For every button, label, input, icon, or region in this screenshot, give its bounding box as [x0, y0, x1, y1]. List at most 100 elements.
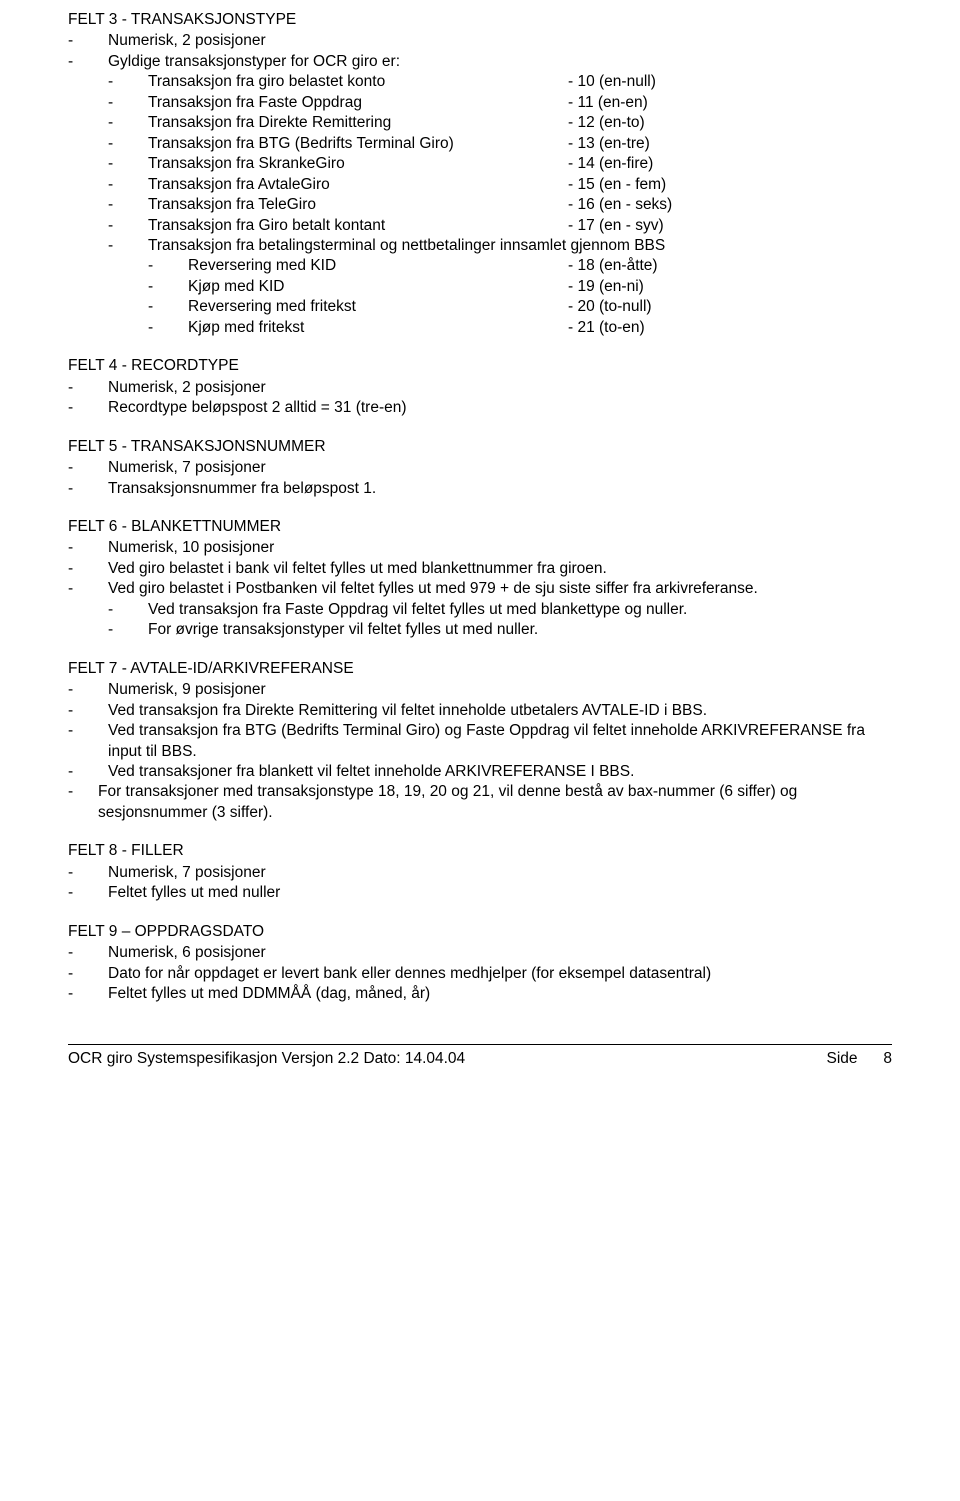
footer-side-label: Side — [827, 1050, 858, 1067]
dash-bullet: - — [68, 378, 108, 398]
dash-bullet: - — [68, 579, 108, 599]
pair-left: Transaksjon fra Giro betalt kontant — [148, 216, 568, 236]
dash-bullet: - — [68, 984, 108, 1004]
text: Numerisk, 7 posisjoner — [108, 863, 266, 883]
list-item: -Ved transaksjoner fra blankett vil felt… — [68, 762, 892, 782]
list-item: -Ved transaksjon fra Direkte Remittering… — [68, 701, 892, 721]
list-item: -Numerisk, 6 posisjoner — [68, 943, 892, 963]
dash-bullet: - — [68, 538, 108, 558]
text: Ved transaksjoner fra blankett vil felte… — [108, 762, 634, 782]
list-item: -Numerisk, 2 posisjoner — [68, 378, 892, 398]
pair-left: Kjøp med fritekst — [188, 318, 568, 338]
dash-bullet: - — [108, 195, 148, 215]
pair-row: -Transaksjon fra BTG (Bedrifts Terminal … — [108, 134, 892, 154]
dash-bullet: - — [68, 680, 108, 700]
pair-row: -Transaksjon fra TeleGiro- 16 (en - seks… — [108, 195, 892, 215]
list-item: -Ved transaksjon fra BTG (Bedrifts Termi… — [68, 721, 892, 762]
text: Ved transaksjon fra Faste Oppdrag vil fe… — [148, 600, 687, 620]
dash-bullet: - — [68, 52, 108, 72]
text: Ved giro belastet i Postbanken vil felte… — [108, 579, 758, 599]
dash-bullet: - — [68, 701, 108, 721]
pair-row: -Transaksjon fra AvtaleGiro- 15 (en - fe… — [108, 175, 892, 195]
dash-bullet: - — [68, 31, 108, 51]
list-item: -Ved giro belastet i Postbanken vil felt… — [68, 579, 892, 599]
text: Numerisk, 2 posisjoner — [108, 378, 266, 398]
dash-bullet: - — [68, 458, 108, 478]
dash-bullet: - — [108, 154, 148, 174]
dash-bullet: - — [148, 318, 188, 338]
dash-bullet: - — [108, 175, 148, 195]
dash-bullet: - — [108, 93, 148, 113]
text: Dato for når oppdaget er levert bank ell… — [108, 964, 711, 984]
pair-row: -Reversering med KID- 18 (en-åtte) — [148, 256, 892, 276]
felt8-section: FELT 8 - FILLER -Numerisk, 7 posisjoner … — [68, 841, 892, 903]
list-item: -Recordtype beløpspost 2 alltid = 31 (tr… — [68, 398, 892, 418]
text: Ved transaksjon fra Direkte Remittering … — [108, 701, 707, 721]
felt9-heading: FELT 9 – OPPDRAGSDATO — [68, 922, 892, 942]
felt3-line: - Numerisk, 2 posisjoner — [68, 31, 892, 51]
pair-left: Transaksjon fra Direkte Remittering — [148, 113, 568, 133]
list-item: -Ved giro belastet i bank vil feltet fyl… — [68, 559, 892, 579]
pair-right: - 10 (en-null) — [568, 72, 892, 92]
text: Recordtype beløpspost 2 alltid = 31 (tre… — [108, 398, 407, 418]
footer-left: OCR giro Systemspesifikasjon Versjon 2.2… — [68, 1049, 827, 1069]
pair-right: - 11 (en-en) — [568, 93, 892, 113]
felt3-pairs: -Transaksjon fra giro belastet konto- 10… — [68, 72, 892, 338]
pair-row: -Transaksjon fra Faste Oppdrag- 11 (en-e… — [108, 93, 892, 113]
list-item: -For transaksjoner med transaksjonstype … — [68, 782, 892, 823]
pair-row: -Transaksjon fra Direkte Remittering- 12… — [108, 113, 892, 133]
felt7-section: FELT 7 - AVTALE-ID/ARKIVREFERANSE -Numer… — [68, 659, 892, 824]
pair-left: Reversering med KID — [188, 256, 568, 276]
felt4-section: FELT 4 - RECORDTYPE -Numerisk, 2 posisjo… — [68, 356, 892, 418]
pair-right: - 13 (en-tre) — [568, 134, 892, 154]
felt3-heading: FELT 3 - TRANSAKSJONSTYPE — [68, 10, 892, 30]
dash-bullet: - — [68, 721, 108, 762]
felt3-line: - Gyldige transaksjonstyper for OCR giro… — [68, 52, 892, 72]
pair-right: - 20 (to-null) — [568, 297, 892, 317]
pair-left: Transaksjon fra Faste Oppdrag — [148, 93, 568, 113]
dash-bullet: - — [68, 964, 108, 984]
list-item: -Numerisk, 9 posisjoner — [68, 680, 892, 700]
pair-right: - 19 (en-ni) — [568, 277, 892, 297]
list-item: -Ved transaksjon fra Faste Oppdrag vil f… — [108, 600, 892, 620]
felt6-inner: -Ved transaksjon fra Faste Oppdrag vil f… — [68, 600, 892, 641]
pair-row: -Transaksjon fra SkrankeGiro- 14 (en-fir… — [108, 154, 892, 174]
felt9-section: FELT 9 – OPPDRAGSDATO -Numerisk, 6 posis… — [68, 922, 892, 1005]
pair-right: - 15 (en - fem) — [568, 175, 892, 195]
dash-bullet: - — [108, 216, 148, 236]
list-item: -For øvrige transaksjonstyper vil feltet… — [108, 620, 892, 640]
pair-left: Transaksjon fra AvtaleGiro — [148, 175, 568, 195]
text: For øvrige transaksjonstyper vil feltet … — [148, 620, 538, 640]
dash-bullet: - — [68, 762, 108, 782]
text: Numerisk, 10 posisjoner — [108, 538, 274, 558]
pair-row: -Transaksjon fra giro belastet konto- 10… — [108, 72, 892, 92]
pair-left: Transaksjon fra BTG (Bedrifts Terminal G… — [148, 134, 568, 154]
felt6-section: FELT 6 - BLANKETTNUMMER -Numerisk, 10 po… — [68, 517, 892, 641]
dash-bullet: - — [68, 398, 108, 418]
text: Ved transaksjon fra BTG (Bedrifts Termin… — [108, 721, 892, 762]
felt7-heading: FELT 7 - AVTALE-ID/ARKIVREFERANSE — [68, 659, 892, 679]
dash-bullet: - — [68, 883, 108, 903]
felt3-sub-pairs: -Reversering med KID- 18 (en-åtte) -Kjøp… — [108, 256, 892, 338]
dash-bullet: - — [68, 863, 108, 883]
list-item: -Numerisk, 7 posisjoner — [68, 863, 892, 883]
text: Transaksjonsnummer fra beløpspost 1. — [108, 479, 376, 499]
dash-bullet: - — [68, 943, 108, 963]
felt5-section: FELT 5 - TRANSAKSJONSNUMMER -Numerisk, 7… — [68, 437, 892, 499]
felt6-heading: FELT 6 - BLANKETTNUMMER — [68, 517, 892, 537]
dash-bullet: - — [148, 277, 188, 297]
text: Numerisk, 6 posisjoner — [108, 943, 266, 963]
footer-right: Side 8 — [827, 1049, 893, 1069]
text: For transaksjoner med transaksjonstype 1… — [98, 782, 892, 823]
pair-left: Transaksjon fra giro belastet konto — [148, 72, 568, 92]
dash-bullet: - — [108, 236, 148, 256]
felt3-section: FELT 3 - TRANSAKSJONSTYPE - Numerisk, 2 … — [68, 10, 892, 338]
text: Numerisk, 9 posisjoner — [108, 680, 266, 700]
pair-left: Reversering med fritekst — [188, 297, 568, 317]
text: Transaksjon fra betalingsterminal og net… — [148, 236, 665, 256]
list-item: -Feltet fylles ut med DDMMÅÅ (dag, måned… — [68, 984, 892, 1004]
dash-bullet: - — [148, 297, 188, 317]
felt8-heading: FELT 8 - FILLER — [68, 841, 892, 861]
dash-bullet: - — [108, 600, 148, 620]
page-footer: OCR giro Systemspesifikasjon Versjon 2.2… — [68, 1044, 892, 1069]
